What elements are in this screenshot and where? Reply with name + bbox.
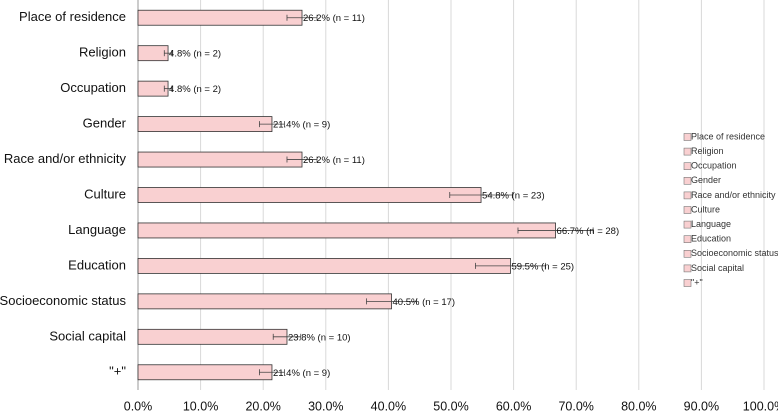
legend-label: Occupation [691,161,737,171]
y-tick-label: "+" [109,364,126,379]
legend-label: "+" [691,277,703,287]
x-tick-label: 10.0% [183,399,218,413]
data-label: 21.4% (n = 9) [273,120,330,131]
legend-label: Social capital [691,263,744,273]
legend-swatch [683,191,692,200]
bar [137,222,556,239]
bar [137,293,392,310]
bar [137,80,169,97]
data-label: 4.8% (n = 2) [169,84,221,95]
legend-swatch [683,206,692,214]
data-label: 21.4% (n = 9) [273,368,330,379]
bar [137,151,303,168]
data-label: 66.7% (n = 28) [557,226,620,237]
data-label: 23.8% (n = 10) [288,332,351,343]
error-bar [272,333,302,340]
legend-swatch [683,162,692,170]
y-tick-label: Culture [84,186,126,201]
x-tick-label: 80.0% [621,399,656,413]
x-tick-label: 0.0% [124,399,153,413]
data-label: 59.5% (n = 25) [511,261,574,272]
legend-label: Language [691,219,731,229]
x-tick-label: 50.0% [433,399,468,413]
bar [137,258,511,274]
error-bar [366,298,417,305]
legend-swatch [683,220,692,229]
legend-swatch [683,133,692,141]
legend-label: Gender [691,175,721,185]
bar [137,187,482,203]
y-tick-label: Occupation [60,80,126,95]
data-label: 26.2% (n = 11) [303,155,365,166]
legend-label: Religion [691,146,724,156]
bar [137,328,288,345]
legend-label: Education [691,234,731,244]
y-tick-label: Socioeconomic status [0,293,126,308]
bar [137,364,273,381]
x-tick-label: 100.0% [743,399,778,413]
error-bar [163,50,173,57]
y-tick-label: Social capital [49,328,126,343]
error-bar [286,156,318,163]
bar [137,116,273,132]
legend-label: Culture [691,204,720,214]
x-tick-label: 20.0% [245,399,280,413]
x-tick-label: 70.0% [558,399,593,413]
legend-swatch [683,235,692,243]
legend-label: Socioeconomic status [691,248,778,258]
legend-swatch [683,177,692,185]
y-tick-label: Race and/or ethnicity [4,151,127,166]
data-label: 26.2% (n = 11) [303,13,365,24]
data-label: 40.5% (n = 17) [393,297,456,308]
legend-swatch [683,147,692,156]
data-label: 54.8% (n = 23) [482,191,545,202]
error-bar [163,85,173,92]
legend-swatch [683,279,692,287]
error-bar [259,121,285,128]
y-tick-label: Education [68,257,126,272]
legend-swatch [683,250,692,258]
x-tick-label: 30.0% [308,399,343,413]
y-tick-label: Religion [79,45,126,60]
y-tick-label: Gender [83,116,127,131]
legend-label: Place of residence [691,131,765,141]
legend-label: Race and/or ethnicity [691,190,776,200]
x-tick-label: 60.0% [496,399,531,413]
data-label: 4.8% (n = 2) [169,49,221,60]
error-bar [517,227,594,234]
y-tick-label: Language [68,222,126,237]
error-bar [475,262,546,269]
bar [137,9,303,26]
x-tick-label: 40.0% [371,399,406,413]
x-tick-label: 90.0% [684,399,719,413]
y-tick-label: Place of residence [19,9,126,24]
error-bar [259,369,285,376]
bar [137,45,169,62]
error-bar [449,192,513,198]
error-bar [286,14,318,21]
legend-swatch [683,264,692,273]
